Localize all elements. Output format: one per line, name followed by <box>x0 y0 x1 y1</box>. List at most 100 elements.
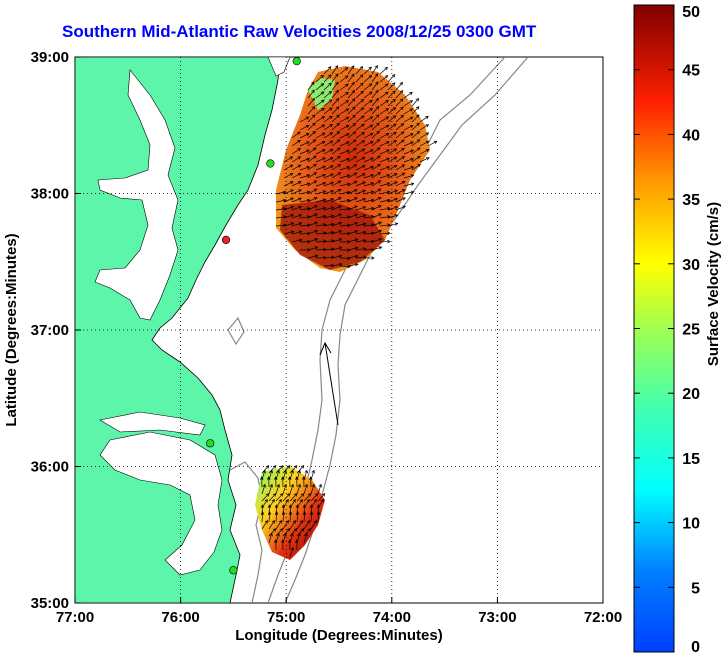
vector-arrow <box>387 140 397 147</box>
vector-arrow <box>395 156 405 163</box>
vector-arrow <box>347 156 357 163</box>
x-tick-label: 72:00 <box>584 609 622 626</box>
vector-arrow <box>289 484 294 495</box>
vector-arrow-head <box>360 107 365 111</box>
vector-arrow-head <box>410 174 415 178</box>
vector-arrow-head <box>321 116 326 120</box>
vector-arrow-head <box>311 483 315 488</box>
vector-arrow-head <box>377 180 382 184</box>
vector-arrow-head <box>260 504 265 508</box>
colorbar-label: Surface Velocity (cm/s) <box>705 202 722 366</box>
vector-arrow <box>371 180 381 187</box>
vector-arrow-head <box>377 205 382 209</box>
vector-arrow-head <box>362 222 367 226</box>
vector-arrow <box>371 98 379 107</box>
vector-arrow-head <box>400 123 405 127</box>
vector-arrow-head <box>345 108 350 112</box>
vector-arrow-head <box>362 181 366 185</box>
reference-vector-arrow <box>319 341 339 426</box>
vector-arrow-head <box>394 222 399 226</box>
vector-arrow-head <box>353 156 357 160</box>
grid-lines <box>75 57 603 603</box>
vector-arrow <box>347 238 358 243</box>
vector-arrow-head <box>290 213 295 218</box>
vector-arrow-head <box>368 83 373 87</box>
vector-arrow <box>275 484 280 495</box>
vector-arrow <box>283 156 293 163</box>
vector-arrow-head <box>322 206 327 211</box>
vector-arrow <box>323 231 334 235</box>
vector-arrow-head <box>274 511 279 515</box>
vector-arrow <box>363 75 372 83</box>
vector-arrow-head <box>337 188 342 193</box>
vector-arrow <box>339 183 350 187</box>
vector-arrow-head <box>378 221 382 225</box>
vector-arrow-head <box>295 476 299 480</box>
vector-arrow-head <box>351 81 355 86</box>
vector-arrow <box>331 81 339 91</box>
vector-arrow-head <box>400 98 404 102</box>
vector-arrow-head <box>410 157 415 162</box>
vector-arrow <box>283 206 294 211</box>
vector-arrow-head <box>346 133 350 137</box>
vector-arrow <box>315 224 326 227</box>
vector-arrow-head <box>425 124 430 128</box>
vector-arrow-head <box>297 148 301 152</box>
vector-arrow <box>282 512 285 523</box>
vector-arrow-head <box>262 483 266 488</box>
station-marker <box>292 57 301 66</box>
vector-arrow <box>371 172 381 179</box>
vector-arrow <box>307 213 318 219</box>
vector-arrow-head <box>361 148 366 152</box>
vector-arrow <box>411 122 420 131</box>
vector-arrow-head <box>425 149 430 153</box>
vector-arrow-head <box>393 148 398 152</box>
vector-arrow-head <box>323 247 327 252</box>
vector-arrow-head <box>260 476 264 480</box>
vector-arrow-head <box>313 196 318 201</box>
vector-arrow-head <box>314 493 319 497</box>
vector-arrow-head <box>327 66 332 70</box>
vector-arrow <box>296 484 301 495</box>
vector-arrow <box>355 132 365 139</box>
vector-arrow <box>347 255 358 259</box>
vector-arrow <box>387 131 397 139</box>
vector-arrow-head <box>276 469 280 474</box>
vector-arrow <box>307 98 315 107</box>
vector-arrow <box>347 73 355 83</box>
vector-arrow-head <box>409 91 413 96</box>
vector-arrow <box>355 181 366 187</box>
vector-arrow-head <box>312 147 317 151</box>
vector-arrow <box>419 157 430 163</box>
vector-arrow <box>403 149 414 155</box>
vector-arrow-head <box>335 106 340 110</box>
vector-arrow-head <box>351 98 356 102</box>
vector-arrow <box>268 520 275 530</box>
vector-arrow-head <box>272 493 277 497</box>
vector-arrow-head <box>354 205 358 209</box>
vector-arrow <box>315 116 325 123</box>
vector-arrow-head <box>314 205 318 209</box>
vector-arrow <box>299 125 310 131</box>
vector-arrow <box>315 157 326 163</box>
vector-arrow <box>307 197 318 203</box>
vector-arrow <box>283 181 294 187</box>
vector-arrow <box>323 74 332 83</box>
vector-arrow-head <box>338 254 343 258</box>
vector-arrow <box>261 499 268 509</box>
vector-arrow <box>291 156 301 163</box>
vector-arrow <box>395 181 406 187</box>
vector-arrow <box>261 484 266 495</box>
vector-arrow-head <box>289 156 294 160</box>
vector-arrow-head <box>330 222 335 227</box>
colorbar-ticks: 0 5 10 15 20 25 30 35 40 45 50 <box>634 4 700 656</box>
vector-arrow <box>299 183 310 187</box>
vector-arrow-head <box>302 511 307 515</box>
chesapeake-bay <box>94 69 179 321</box>
station-marker <box>229 566 238 575</box>
vector-arrow-head <box>337 197 342 201</box>
vector-arrow-head <box>330 181 335 185</box>
pamlico-sound <box>99 431 223 576</box>
vector-arrow-head <box>384 75 389 79</box>
